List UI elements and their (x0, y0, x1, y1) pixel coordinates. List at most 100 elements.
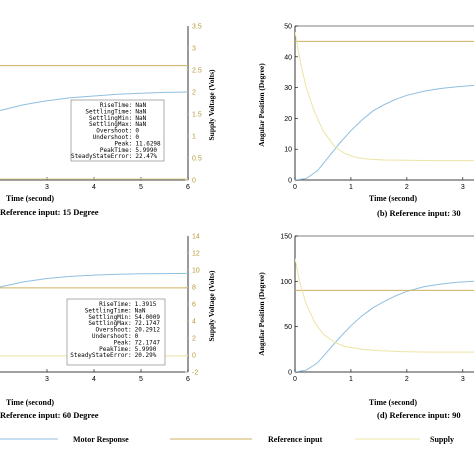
plot-area-a: 3 4 5 600.511.522.533.5 (0, 24, 202, 191)
y-tick-label-a: 1 (192, 134, 196, 141)
x-tick-label-d: 2 (405, 376, 409, 383)
stat-value-c: NaN (135, 307, 146, 314)
series-line-motor-b (295, 84, 474, 180)
stat-key-c: Undershoot: (92, 333, 132, 340)
caption-a: Reference input: 15 Degree (0, 207, 99, 217)
y-tick-label-b: 0 (288, 178, 292, 185)
stat-value-a: NaN (135, 102, 146, 109)
y-tick-label-c: 4 (192, 319, 196, 326)
stat-key-c: RiseTime: (99, 301, 132, 308)
stat-value-c: 72.1747 (135, 320, 161, 327)
stat-value-a: 22.47% (135, 153, 157, 160)
y-tick-label-a: 0.5 (192, 156, 202, 163)
caption-b: (b) Reference input: 30 (377, 208, 461, 218)
stat-key-c: PeakTime: (99, 346, 132, 353)
y-tick-label-c: 0 (192, 353, 196, 360)
stat-key-c: Overshoot: (96, 327, 132, 334)
stat-key-a: SettlingTime: (85, 108, 132, 115)
stat-key-a: RiseTime: (100, 102, 133, 109)
stat-value-c: 72.1747 (135, 339, 161, 346)
stat-value-a: NaN (135, 121, 146, 128)
y-tick-label-b: 40 (284, 54, 292, 61)
x-tick-label-c: 3 (45, 376, 49, 383)
caption-d: (d) Reference input: 90 (377, 410, 461, 420)
y-tick-label-d: 0 (288, 370, 292, 377)
y-tick-label-c: 6 (192, 302, 196, 309)
stat-value-a: NaN (135, 108, 146, 115)
y-tick-label-c: 14 (192, 234, 200, 241)
stat-value-c: 5.9990 (135, 346, 157, 353)
x-tick-label-d: 3 (461, 376, 465, 383)
stat-value-c: 20.29% (135, 352, 157, 359)
x-tick-label-b: 0 (293, 184, 297, 191)
y-tick-label-d: 100 (280, 279, 292, 286)
series-line-supply-d (295, 258, 474, 353)
legend: Motor Response Reference input Supply (0, 435, 454, 444)
stat-key-a: SteadyStateError: (71, 153, 132, 160)
x-tick-label-c: 6 (186, 376, 190, 383)
x-tick-label-a: 6 (186, 184, 190, 191)
legend-label-motor: Motor Response (73, 435, 129, 444)
stat-key-a: Undershoot: (93, 134, 133, 141)
xlabel-b: Time (second) (369, 194, 417, 203)
stat-key-a: Overshoot: (96, 128, 132, 135)
stat-key-c: SettlingTime: (85, 307, 132, 314)
stat-value-c: 20.2912 (135, 327, 161, 334)
panel-a: 3 4 5 600.511.522.533.5 Time (second) Suppl… (0, 24, 216, 217)
y-tick-label-c: 12 (192, 251, 200, 258)
stats-box-frame-c (66, 298, 166, 366)
x-tick-label-a: 3 (45, 184, 49, 191)
stat-value-c: 0 (135, 333, 139, 340)
x-tick-label-d: 1 (349, 376, 353, 383)
stat-value-c: 54.0009 (135, 314, 161, 321)
stat-key-c: SettlingMin: (88, 314, 131, 321)
series-line-motor-a (0, 91, 188, 111)
ylabel-d: Angular Position (Degree) (257, 272, 266, 356)
y-tick-label-c: 8 (192, 285, 196, 292)
x-tick-label-a: 5 (139, 184, 143, 191)
legend-label-supply: Supply (430, 435, 454, 444)
plot-area-d: 0 1 2 3 0 50 100 150 (280, 234, 474, 383)
stat-key-c: Peak: (114, 339, 132, 346)
stats-box-frame-a (70, 99, 165, 162)
series-line-motor-d (295, 280, 474, 372)
ylabel-b: Angular Position (Degree) (257, 63, 266, 147)
x-tick-label-b: 3 (461, 184, 465, 191)
stat-value-c: 1.3915 (135, 301, 157, 308)
ylabel-c: Supply Voltage (Volts) (207, 270, 216, 341)
stat-value-a: 0 (135, 134, 139, 141)
x-tick-label-b: 1 (349, 184, 353, 191)
stat-value-a: 5.9990 (135, 147, 157, 154)
stat-key-c: SettlingMax: (88, 320, 131, 327)
caption-c: Reference input: 60 Degree (0, 410, 99, 420)
y-tick-label-a: 0 (192, 178, 196, 185)
x-tick-label-c: 5 (139, 376, 143, 383)
y-tick-label-b: 50 (284, 24, 292, 31)
stat-value-a: 0 (135, 128, 139, 135)
series-line-motor-c (0, 272, 188, 288)
y-tick-label-a: 3 (192, 46, 196, 53)
y-tick-label-a: 1.5 (192, 112, 202, 119)
stat-value-a: NaN (135, 115, 146, 122)
panel-d: 0 1 2 3 0 50 100 150 Time (second) Angular Posi… (257, 234, 474, 420)
xlabel-d: Time (second) (369, 398, 417, 407)
x-tick-label-d: 0 (293, 376, 297, 383)
x-tick-label-c: 4 (92, 376, 96, 383)
stat-key-c: SteadyStateError: (70, 352, 131, 359)
y-tick-label-d: 50 (284, 324, 292, 331)
y-tick-label-b: 30 (284, 85, 292, 92)
y-tick-label-c: -2 (192, 370, 198, 377)
stat-key-a: Peak: (114, 140, 132, 147)
stat-key-a: SettlingMin: (89, 115, 132, 122)
y-tick-label-a: 2 (192, 90, 196, 97)
stat-value-a: 11.6298 (135, 140, 161, 147)
legend-label-reference: Reference input (268, 435, 323, 444)
stat-key-a: PeakTime: (100, 147, 133, 154)
x-tick-label-a: 4 (92, 184, 96, 191)
